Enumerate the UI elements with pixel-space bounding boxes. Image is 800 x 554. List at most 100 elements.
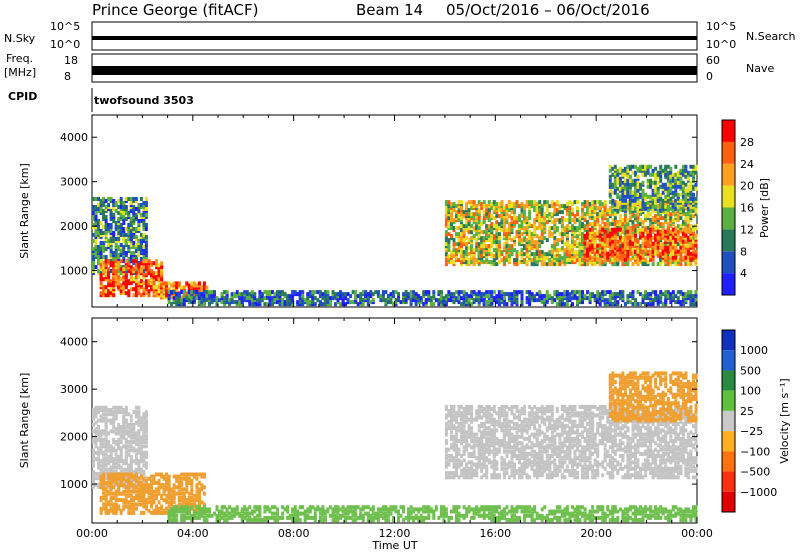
power-cell: [139, 267, 143, 272]
power-cell: [223, 290, 227, 295]
power-ylabel: Slant Range [km]: [18, 163, 31, 259]
velocity-cell: [117, 425, 121, 429]
power-cell: [530, 292, 534, 297]
power-cell: [634, 196, 637, 201]
power-cell: [114, 257, 118, 261]
velocity-cell: [102, 481, 106, 485]
velocity-cell: [119, 478, 123, 483]
velocity-cell: [139, 435, 143, 440]
power-cell: [114, 271, 118, 276]
power-cell: [102, 215, 106, 219]
power-cell: [651, 224, 655, 229]
power-cell: [603, 298, 607, 303]
power-cell: [210, 290, 214, 295]
power-cell: [475, 238, 479, 243]
power-cell: [238, 292, 242, 297]
power-cell: [114, 201, 118, 205]
power-cell: [654, 290, 658, 295]
power-cell: [631, 290, 635, 295]
velocity-cell: [122, 461, 126, 466]
velocity-cell: [117, 429, 121, 434]
velocity-cell: [134, 433, 138, 438]
power-cell: [565, 202, 569, 207]
power-cell: [674, 164, 678, 169]
velocity-cell: [119, 425, 123, 429]
velocity-cell: [122, 416, 126, 421]
velocity-cell: [129, 465, 133, 470]
velocity-cell: [112, 506, 116, 511]
power-cell: [686, 220, 690, 225]
power-cell: [525, 260, 529, 265]
power-cell: [122, 285, 126, 290]
power-cell: [470, 250, 474, 255]
power-cell: [112, 207, 116, 211]
power-cell: [616, 204, 620, 209]
power-cell: [651, 236, 655, 241]
power-cell: [175, 300, 179, 305]
velocity-cell: [112, 412, 116, 417]
velocity-cell: [119, 472, 123, 477]
power-cell: [588, 296, 592, 301]
power-cell: [371, 298, 375, 303]
velocity-cell: [144, 425, 148, 429]
velocity-cell: [122, 444, 126, 449]
power-cell: [636, 290, 640, 295]
power-cell: [634, 164, 637, 169]
power-cell: [144, 247, 148, 251]
power-cell: [361, 298, 365, 303]
power-cell: [535, 206, 539, 211]
power-cell: [654, 233, 658, 238]
velocity-cell: [99, 510, 103, 515]
power-cell: [94, 233, 98, 237]
velocity-cell: [102, 444, 106, 449]
velocity-cell: [99, 463, 103, 468]
power-cell: [296, 300, 300, 305]
power-cell: [631, 233, 635, 238]
power-cell: [144, 201, 148, 205]
power-cell: [404, 290, 408, 295]
power-cell: [666, 294, 670, 299]
power-cell: [134, 259, 138, 264]
power-cell: [644, 227, 648, 232]
power-cell: [646, 239, 650, 244]
power-ytick-label: 4000: [60, 131, 88, 144]
power-cell: [578, 262, 582, 267]
power-cell: [492, 248, 496, 253]
power-cell: [424, 290, 428, 295]
velocity-cell: [112, 420, 116, 425]
power-cell: [528, 290, 532, 295]
power-cell: [631, 220, 635, 225]
power-cell: [397, 298, 400, 303]
velocity-cell: [109, 408, 113, 412]
velocity-cell: [134, 431, 138, 436]
power-cell: [167, 281, 171, 286]
power-cell: [354, 294, 358, 299]
velocity-cell: [129, 457, 133, 462]
power-cell: [117, 253, 121, 257]
power-cell: [684, 243, 688, 248]
power-cell: [626, 235, 630, 240]
velocity-cell: [152, 481, 156, 485]
power-cell: [634, 298, 637, 303]
freq-tick-top: 18: [64, 54, 78, 67]
power-cell: [500, 250, 504, 255]
power-cell: [616, 245, 620, 250]
power-cell: [639, 302, 642, 307]
velocity-cell: [107, 448, 111, 453]
velocity-cell: [102, 465, 106, 470]
power-cell: [669, 300, 673, 305]
velocity-cell: [129, 510, 133, 515]
power-cell: [621, 229, 625, 234]
power-cell: [495, 232, 499, 237]
power-cell: [437, 290, 441, 295]
velocity-cell: [132, 448, 136, 453]
velocity-cell: [150, 502, 153, 507]
velocity-cell: [134, 469, 138, 474]
power-cell: [455, 248, 458, 253]
power-cell: [495, 262, 499, 267]
velocity-cell: [147, 476, 151, 481]
power-cell: [674, 192, 678, 197]
power-cell: [470, 290, 474, 295]
power-cell: [558, 254, 562, 259]
velocity-cell: [150, 510, 153, 515]
